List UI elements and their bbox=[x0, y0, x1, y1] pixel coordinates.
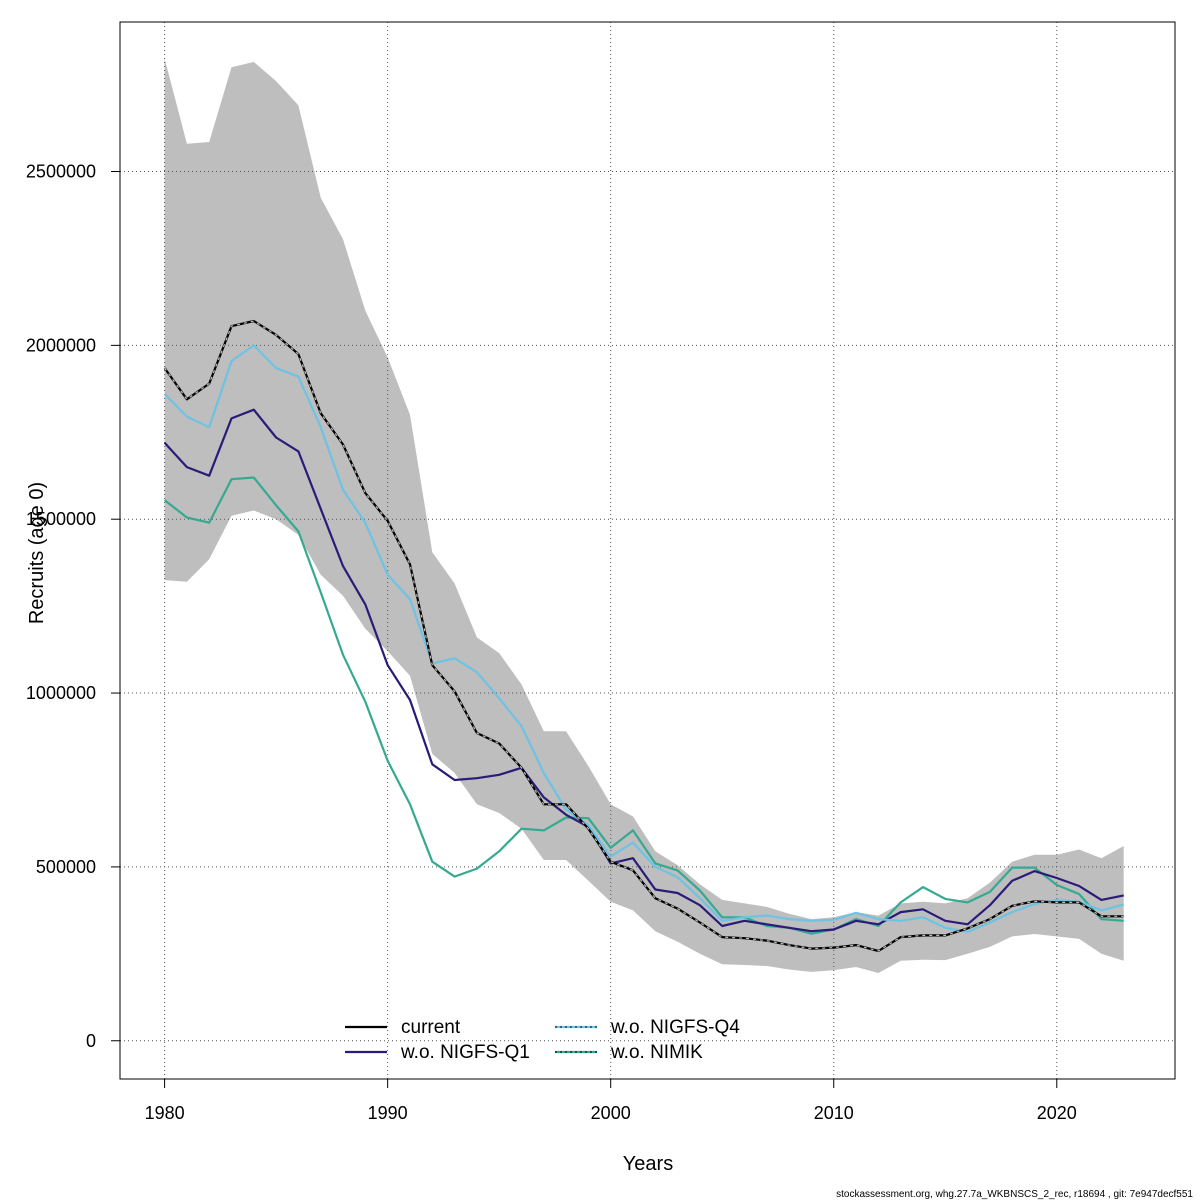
axis-layer: 1980 1990 2000 2010 2020 0 500000 1000000 150000… bbox=[26, 162, 1077, 1123]
legend-label-w-o-nimik: w.o. NIMIK bbox=[610, 1042, 703, 1063]
y-tick-label: 1000000 bbox=[26, 683, 96, 703]
x-axis-title: Years bbox=[623, 1153, 673, 1175]
x-tick-label: 1980 bbox=[145, 1103, 185, 1123]
y-axis-title: Recruits (age 0) bbox=[26, 482, 48, 624]
y-tick-label: 0 bbox=[86, 1031, 96, 1051]
legend-label-current: current bbox=[401, 1017, 461, 1038]
y-tick-label: 2000000 bbox=[26, 335, 96, 355]
series-line-w-o-nigfs-q4 bbox=[163, 344, 1124, 934]
confidence-band-layer bbox=[164, 58, 1124, 973]
series-line-w-o-nigfs-q1 bbox=[163, 408, 1124, 933]
y-tick-label: 2500000 bbox=[26, 162, 96, 182]
legend: current w.o. NIGFS-Q1 w.o. NIGFS-Q4 w.o. NI… bbox=[345, 1017, 740, 1063]
x-tick-label: 2000 bbox=[591, 1103, 631, 1123]
legend-label-w-o-nigfs-q4: w.o. NIGFS-Q4 bbox=[610, 1017, 740, 1038]
footer-note: stockassessment.org, whg.27.7a_WKBNSCS_2… bbox=[836, 1189, 1193, 1200]
x-tick-label: 2020 bbox=[1037, 1103, 1077, 1123]
series-line-w-o-nimik bbox=[163, 476, 1124, 935]
x-tick-label: 1990 bbox=[368, 1103, 408, 1123]
plot-frame bbox=[119, 21, 1176, 1080]
series-layer bbox=[163, 319, 1124, 953]
x-tick-label: 2010 bbox=[814, 1103, 854, 1123]
y-tick-label: 1500000 bbox=[26, 509, 96, 529]
y-tick-label: 500000 bbox=[36, 857, 96, 877]
legend-label-w-o-nigfs-q1: w.o. NIGFS-Q1 bbox=[400, 1042, 530, 1063]
series-line-current-dash-overlay bbox=[164, 320, 1124, 952]
confidence-band bbox=[164, 58, 1124, 973]
